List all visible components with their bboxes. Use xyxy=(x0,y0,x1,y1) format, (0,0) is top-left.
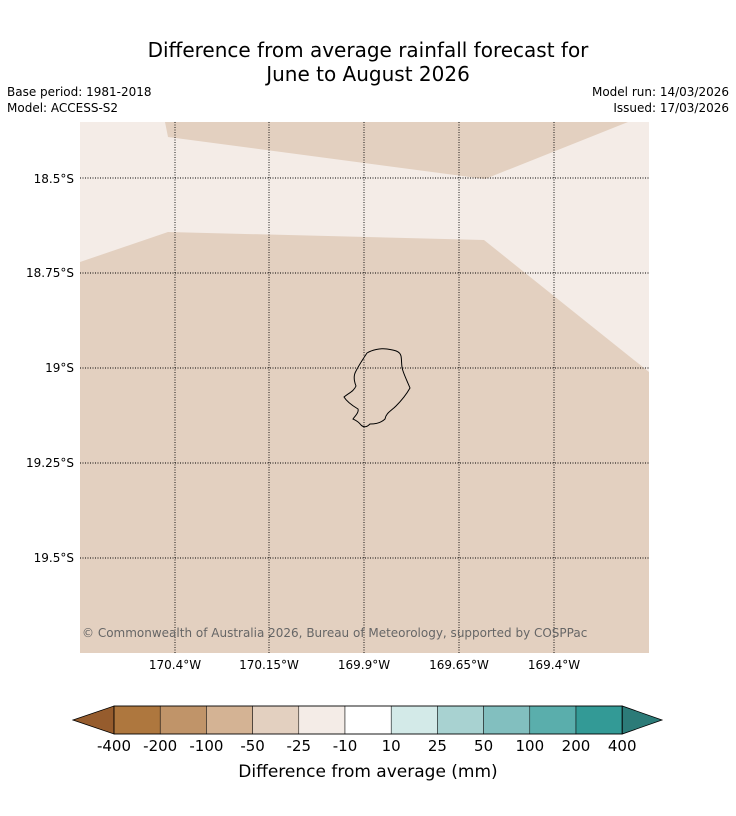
latitude-label: 19.5°S xyxy=(33,551,74,565)
colorbar-tick-label: -100 xyxy=(189,737,224,755)
meta-right: Model run: 14/03/2026 Issued: 17/03/2026 xyxy=(592,84,729,116)
rainfall-map xyxy=(80,122,649,653)
issued-date: Issued: 17/03/2026 xyxy=(613,101,729,115)
base-period: Base period: 1981-2018 xyxy=(7,85,152,99)
colorbar-label: Difference from average (mm) xyxy=(238,762,498,782)
island-coastline xyxy=(343,348,411,428)
colorbar-extend-high xyxy=(621,705,664,735)
colorbar-tick-label: -200 xyxy=(143,737,178,755)
colorbar-swatch xyxy=(252,705,300,735)
longitude-label: 169.65°W xyxy=(429,658,489,672)
colorbar-swatch xyxy=(113,705,161,735)
map-region-minus25-to-minus10 xyxy=(80,122,649,372)
map-canvas xyxy=(80,122,649,653)
model-run: Model run: 14/03/2026 xyxy=(591,85,729,99)
meta-left: Base period: 1981-2018 Model: ACCESS-S2 xyxy=(7,84,152,116)
longitude-label: 170.15°W xyxy=(239,658,299,672)
colorbar-swatch xyxy=(529,705,577,735)
colorbar-tick-label: -25 xyxy=(286,737,312,755)
graticule xyxy=(80,122,649,653)
colorbar-tick-label: 100 xyxy=(515,737,545,755)
longitude-label: 169.9°W xyxy=(337,658,391,672)
colorbar-border xyxy=(113,705,623,735)
latitude-label: 19°S xyxy=(45,361,74,375)
colorbar-tick-label: 10 xyxy=(381,737,401,755)
colorbar-swatch xyxy=(437,705,484,735)
colorbar-tick-label: 200 xyxy=(561,737,591,755)
colorbar-graphic xyxy=(71,705,664,735)
colorbar-tick-label: 50 xyxy=(474,737,494,755)
map-title-line2: June to August 2026 xyxy=(266,62,470,86)
map-title-line1: Difference from average rainfall forecas… xyxy=(147,38,589,62)
colorbar-swatch xyxy=(159,705,207,735)
colorbar-tick-label: -50 xyxy=(240,737,265,755)
colorbar-tick-label: 400 xyxy=(607,737,637,755)
colorbar-swatch xyxy=(206,705,253,735)
longitude-label: 170.4°W xyxy=(148,658,202,672)
colorbar-swatch xyxy=(390,705,438,735)
copyright-notice: © Commonwealth of Australia 2026, Bureau… xyxy=(82,626,588,640)
colorbar-swatch xyxy=(298,705,346,735)
colorbar-extend-low xyxy=(71,705,115,735)
colorbar-swatch xyxy=(575,705,623,735)
model-name: Model: ACCESS-S2 xyxy=(7,101,119,115)
latitude-label: 18.75°S xyxy=(26,266,74,280)
colorbar-tick-label: -400 xyxy=(96,737,132,755)
latitude-label: 19.25°S xyxy=(26,456,74,470)
colorbar-tick-label: 25 xyxy=(427,737,447,755)
colorbar xyxy=(71,705,664,741)
colorbar-swatch xyxy=(344,705,392,735)
colorbar-tick-label: -10 xyxy=(332,737,358,755)
colorbar-swatch xyxy=(483,705,531,735)
longitude-label: 169.4°W xyxy=(527,658,581,672)
map-title: Difference from average rainfall forecas… xyxy=(0,38,736,86)
latitude-label: 18.5°S xyxy=(33,172,74,186)
